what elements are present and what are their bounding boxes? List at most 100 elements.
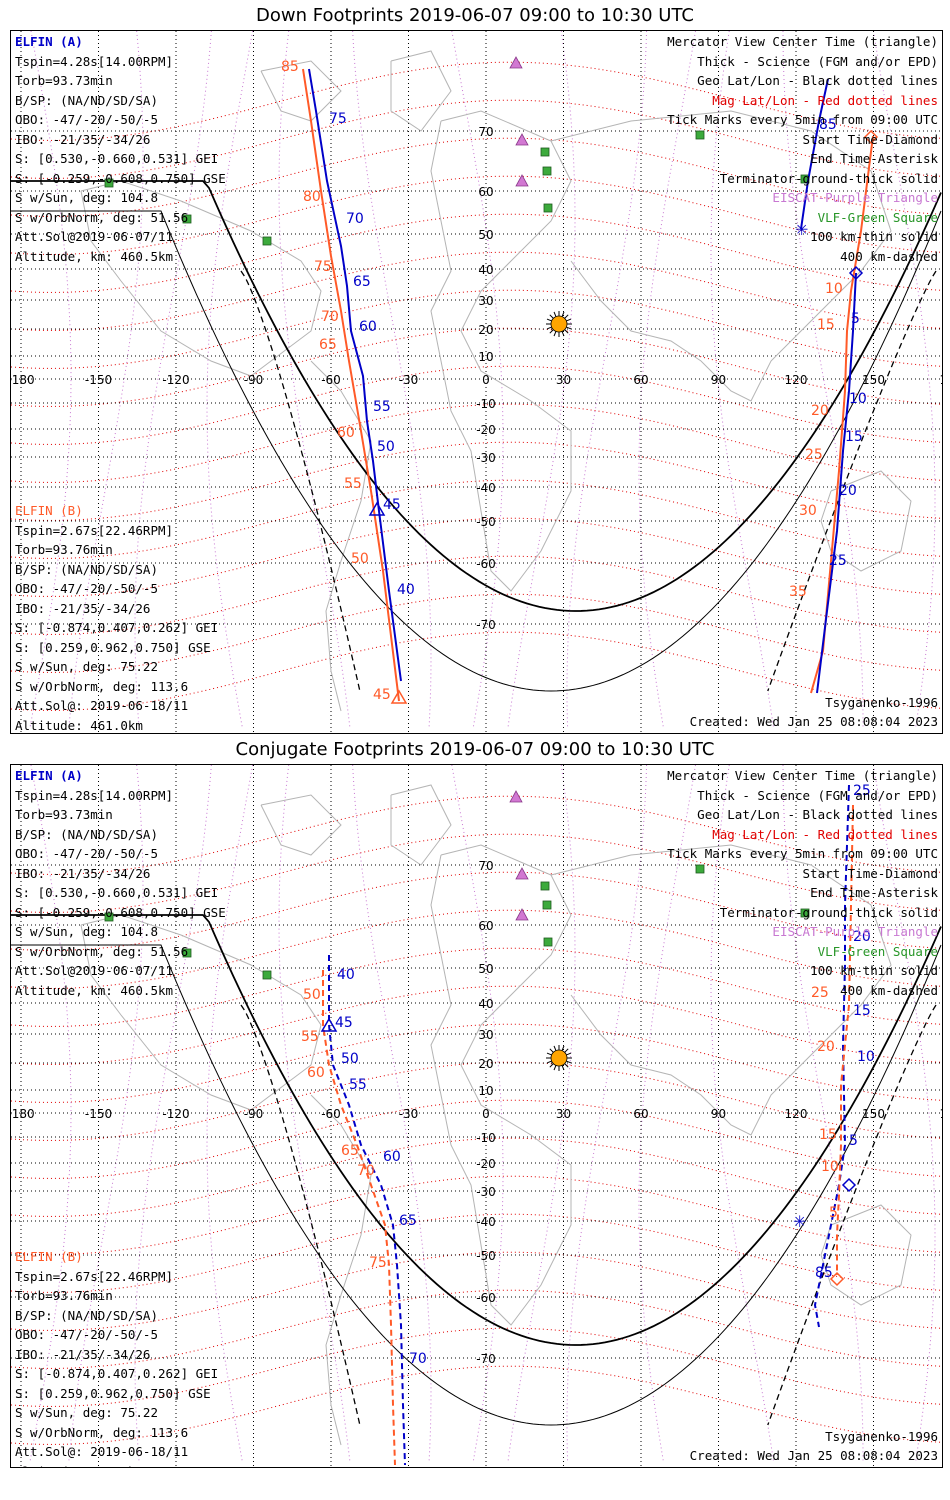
eiscat-triangle-icon	[509, 790, 523, 803]
legend-item: Start Time-Diamond	[802, 131, 938, 147]
coastline	[260, 60, 342, 122]
sat-b-info: ELFIN (B) Tspin=2.67s[22.46RPM] Torb=93.7…	[15, 1247, 218, 1467]
track-tick-label: 85	[819, 117, 837, 133]
sun-ray	[561, 331, 565, 337]
track-tick-label: 35	[789, 584, 807, 600]
mag-lon-line	[352, 765, 432, 1462]
info-line: Att.Sol@2019-06-07/11	[15, 963, 174, 978]
mag-lat-line	[11, 631, 942, 711]
track-tick-label: 5	[829, 1205, 838, 1221]
track-tick-label: 20	[811, 403, 829, 419]
mag-lat-line	[11, 99, 942, 179]
lat-tick-label: -30	[476, 1185, 496, 1199]
track-tick-label: 10	[825, 281, 843, 297]
info-line: S w/Sun, deg: 104.8	[15, 924, 158, 939]
sat-a-name: ELFIN (A)	[15, 34, 83, 49]
mag-lat-line	[11, 517, 942, 597]
track-tick-label: 25	[805, 447, 823, 463]
lon-tick-label: -120	[162, 1107, 189, 1121]
track-tick-label: 70	[321, 309, 339, 325]
eiscat-triangle-icon	[509, 56, 523, 69]
sun-ray	[546, 318, 552, 322]
legend-item: Mercator View Center Time (triangle)	[667, 768, 938, 783]
sun-ray	[549, 1063, 554, 1068]
info-line: S w/OrbNorm, deg: 51.56	[15, 209, 189, 225]
lon-tick-label: 180	[940, 1107, 942, 1121]
mag-lon-line	[782, 765, 864, 1462]
legend-item: End Time-Asterisk	[810, 151, 938, 166]
lat-tick-label: 30	[478, 1028, 493, 1042]
sun-ray	[553, 1045, 557, 1051]
legend-item: VLF-Green Square	[817, 943, 938, 959]
track-tick-label: 15	[817, 317, 835, 333]
legend-item: Geo Lat/Lon - Black dotted lines	[697, 73, 938, 88]
mag-lat-line	[11, 213, 942, 293]
sun-ray	[566, 1060, 572, 1064]
track-tick-label: 50	[303, 987, 321, 1003]
vlf-square-icon	[542, 166, 552, 176]
coastline	[430, 110, 572, 592]
panel-1-title: Down Footprints 2019-06-07 09:00 to 10:3…	[256, 5, 694, 26]
created-label: Created: Wed Jan 25 08:08:04 2023	[689, 714, 938, 729]
created-label: Created: Wed Jan 25 08:08:04 2023	[689, 1448, 938, 1463]
sun-ray	[546, 1052, 552, 1056]
track-tick-label: 60	[337, 425, 355, 441]
track-tick-label: 60	[383, 1149, 401, 1165]
sun-ray	[549, 329, 554, 334]
vlf-square-icon	[542, 900, 552, 910]
legend-item: Geo Lat/Lon - Black dotted lines	[697, 807, 938, 822]
mag-lat-line	[11, 833, 942, 913]
sat-b-track	[302, 68, 400, 702]
sat-a-name: ELFIN (A)	[15, 768, 83, 783]
track-tick-label: 70	[346, 211, 364, 227]
sat-b-center-triangle-icon	[390, 689, 408, 704]
sun-ray	[546, 1060, 552, 1064]
coastline	[80, 914, 322, 1111]
lat-tick-label: 50	[478, 962, 493, 976]
info-line: Torb=93.73min	[15, 807, 113, 822]
track-tick-label: 65	[353, 274, 371, 290]
lon-tick-label: -30	[399, 1107, 419, 1121]
track-tick-label: 80	[303, 189, 321, 205]
mag-lon-line	[134, 765, 212, 1462]
track-tick-label: 85	[815, 1265, 833, 1281]
mag-lat-line	[11, 947, 942, 1027]
start-diamond-icon	[829, 1271, 845, 1287]
info-line: Tspin=4.28s[14.00RPM]	[15, 787, 174, 803]
vlf-square-icon	[104, 912, 114, 922]
mag-lat-line	[11, 1251, 942, 1331]
info-line: B/SP: (NA/ND/SD/SA)	[15, 1307, 158, 1323]
mag-lon-line	[278, 765, 351, 1462]
info-line: S: [0.530,-0.660,0.531] GEI	[15, 151, 219, 166]
vlf-square-icon	[695, 864, 705, 874]
track-tick-label: 50	[341, 1051, 359, 1067]
lat-tick-label: 10	[478, 350, 493, 364]
lat-tick-label: -70	[476, 618, 496, 632]
lat-tick-label: -40	[476, 481, 496, 495]
mag-lat-line	[11, 1327, 942, 1407]
track-tick-label: 15	[819, 1127, 837, 1143]
sat-b-track	[322, 970, 396, 1466]
lon-tick-label: -90	[244, 1107, 264, 1121]
mag-lon-line	[206, 31, 254, 728]
mag-lat-line	[11, 289, 942, 369]
lon-tick-label: 0	[482, 1107, 490, 1121]
coastline	[260, 794, 342, 856]
legend-item: VLF-Green Square	[817, 209, 938, 225]
legend-item: EISCAT-Purple Triangle	[772, 190, 938, 205]
info-line: IBO: -21/35/-34/26	[15, 1346, 151, 1362]
sun-ray	[553, 331, 557, 337]
mag-lat-line	[11, 1061, 942, 1141]
info-line: IBO: -21/35/-34/26	[15, 600, 151, 616]
track-tick-label: 25	[829, 553, 847, 569]
legend-item: 400 km-dashed	[840, 248, 938, 264]
coastline	[390, 50, 452, 132]
sat-b-name: ELFIN (B)	[15, 503, 83, 518]
terminator-400km	[240, 1004, 361, 1426]
sun-ray	[566, 1052, 572, 1056]
track-tick-label: 55	[349, 1077, 367, 1093]
lat-tick-label: 70	[478, 859, 493, 873]
lat-tick-label: -60	[476, 557, 496, 571]
coastline	[550, 110, 892, 402]
mag-lon-line	[566, 765, 648, 1462]
